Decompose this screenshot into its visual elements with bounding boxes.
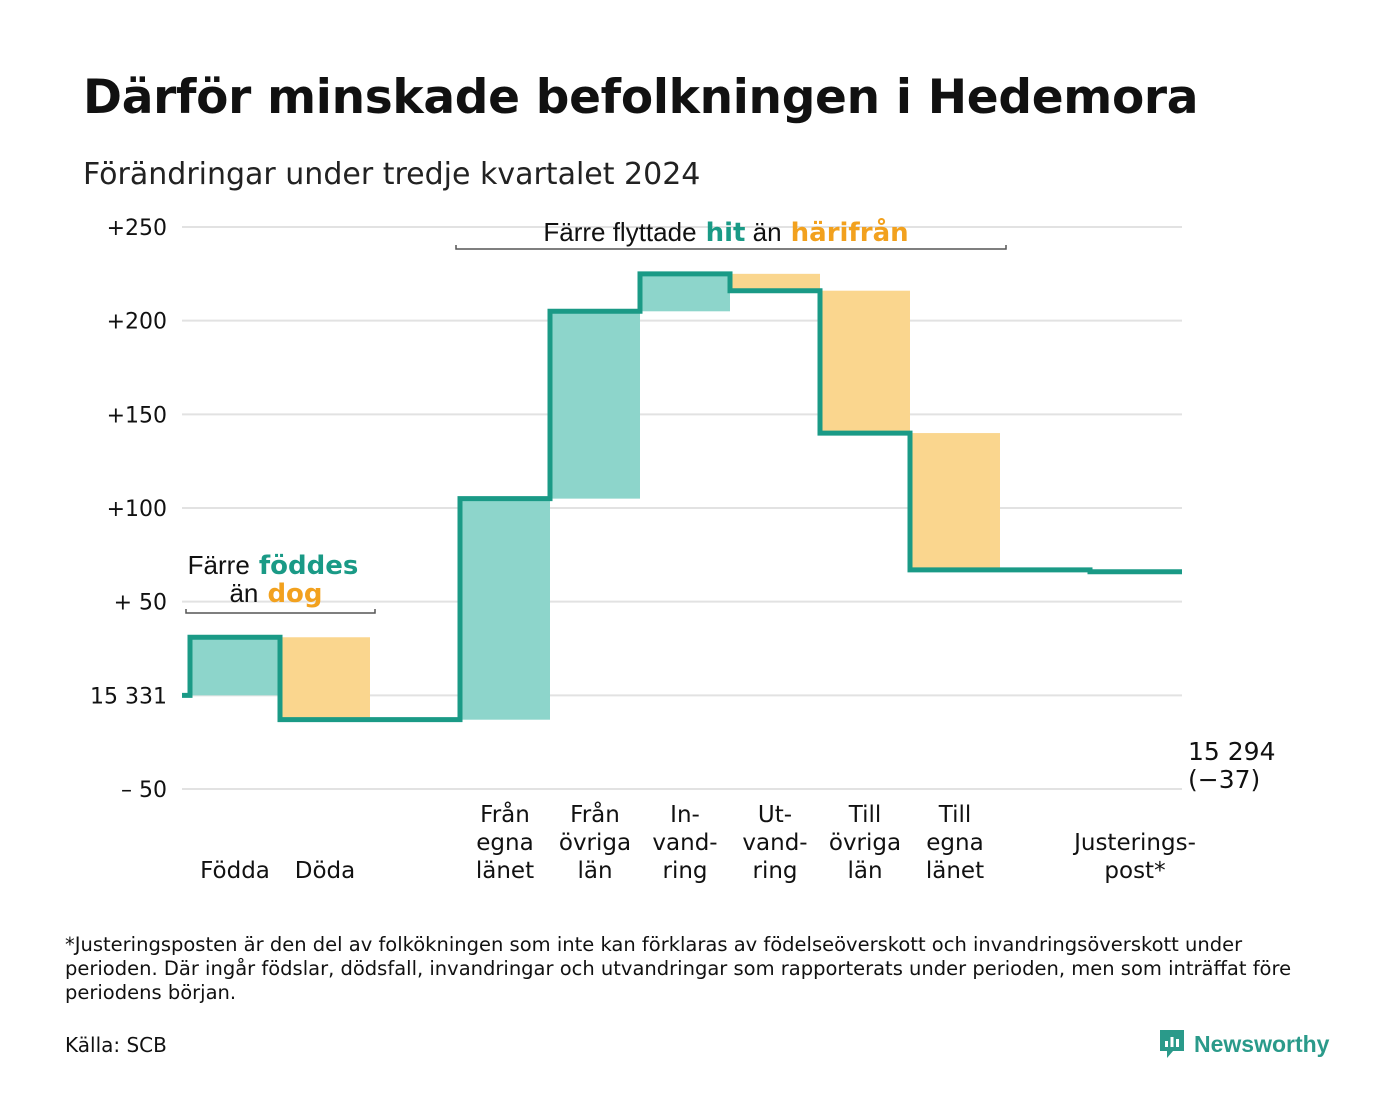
- annotation-part-positive: föddes: [250, 551, 359, 581]
- x-axis-category-labels: Födda DödaFrånegnalänetFrånövrigalänIn-va…: [200, 800, 1196, 884]
- annotation-part-positive: hit: [697, 218, 746, 248]
- change-bars: [190, 273, 1000, 720]
- x-category-label: Döda: [295, 858, 355, 884]
- end-value-label: 15 294(−37): [1188, 737, 1275, 794]
- brand-logo: Newsworthy: [1158, 1026, 1329, 1062]
- population-step-line: [182, 271, 1182, 723]
- x-category-label: Från: [480, 800, 530, 828]
- x-category-label: övriga: [559, 830, 631, 856]
- bar-decrease: [820, 290, 910, 434]
- x-category-label: egna: [476, 830, 533, 856]
- x-category-label: In-: [670, 802, 700, 828]
- annotation-migration-bracket: [455, 245, 1007, 250]
- end-label-line: 15 294: [1188, 737, 1275, 766]
- chart-subtitle: Förändringar under tredje kvartalet 2024: [83, 157, 701, 192]
- bar-decrease: [730, 273, 820, 291]
- x-category-label: Födda: [200, 858, 270, 884]
- annotation-part-plain: Färre: [188, 550, 250, 580]
- x-category-label: länet: [476, 858, 534, 884]
- annotation-part-negative: dog: [258, 579, 322, 609]
- annotation-part-plain: än: [229, 578, 258, 608]
- x-category-label: Justerings-: [1072, 830, 1196, 856]
- source-label: Källa: SCB: [65, 1033, 167, 1057]
- y-tick-label: +150: [107, 403, 167, 428]
- annotation-migration-line: Färre flyttade hit än härifrån: [543, 216, 908, 248]
- x-category-label: länet: [926, 858, 984, 884]
- annotation-births-line1: Färre föddes: [188, 550, 359, 581]
- x-category-label: egna: [926, 830, 983, 856]
- bar-decrease: [280, 637, 370, 720]
- annotation-part-plain: än: [745, 217, 781, 247]
- brand-name: Newsworthy: [1194, 1030, 1330, 1057]
- annotation-births-bracket: [185, 609, 376, 614]
- annotation-part-plain: Färre flyttade: [543, 217, 696, 247]
- x-category-label: ring: [662, 858, 707, 884]
- x-category-label: vand-: [652, 830, 717, 856]
- footnote: *Justeringsposten är den del av folkökni…: [65, 933, 1292, 1004]
- x-category-label: vand-: [742, 830, 807, 856]
- y-tick-label: +250: [107, 216, 167, 241]
- x-category-label: övriga: [829, 830, 901, 856]
- newsworthy-logo-icon: [1160, 1030, 1184, 1058]
- y-tick-label: +100: [107, 497, 167, 522]
- bar-increase: [640, 273, 730, 312]
- bar-increase: [190, 637, 280, 696]
- x-category-label: Från: [570, 800, 620, 828]
- x-category-label: Ut-: [758, 802, 792, 828]
- end-label-line: (−37): [1188, 765, 1260, 794]
- y-tick-label: +200: [107, 310, 167, 335]
- x-category-label: Till: [938, 802, 972, 828]
- bar-increase: [550, 311, 640, 499]
- y-axis-tick-labels: +250 +200 +150 +100 + 50 15 331 – 50: [90, 216, 167, 803]
- bar-increase: [460, 498, 550, 720]
- annotation-births-line2: än dog: [229, 578, 322, 609]
- annotation-part-negative: härifrån: [782, 216, 909, 248]
- x-category-label: post*: [1104, 858, 1165, 884]
- bar-decrease: [910, 433, 1000, 570]
- y-tick-label: + 50: [114, 591, 167, 616]
- x-category-label: Till: [848, 802, 882, 828]
- x-category-label: län: [577, 858, 612, 884]
- y-tick-label: 15 331: [90, 684, 167, 709]
- x-category-label: län: [847, 858, 882, 884]
- waterfall-chart: +250 +200 +150 +100 + 50 15 331 – 50 Födda Döda…: [90, 216, 1275, 884]
- y-tick-label: – 50: [121, 778, 167, 803]
- population-line: [182, 271, 1182, 723]
- x-category-label: ring: [752, 858, 797, 884]
- chart-title: Därför minskade befolkningen i Hedemora: [83, 70, 1199, 125]
